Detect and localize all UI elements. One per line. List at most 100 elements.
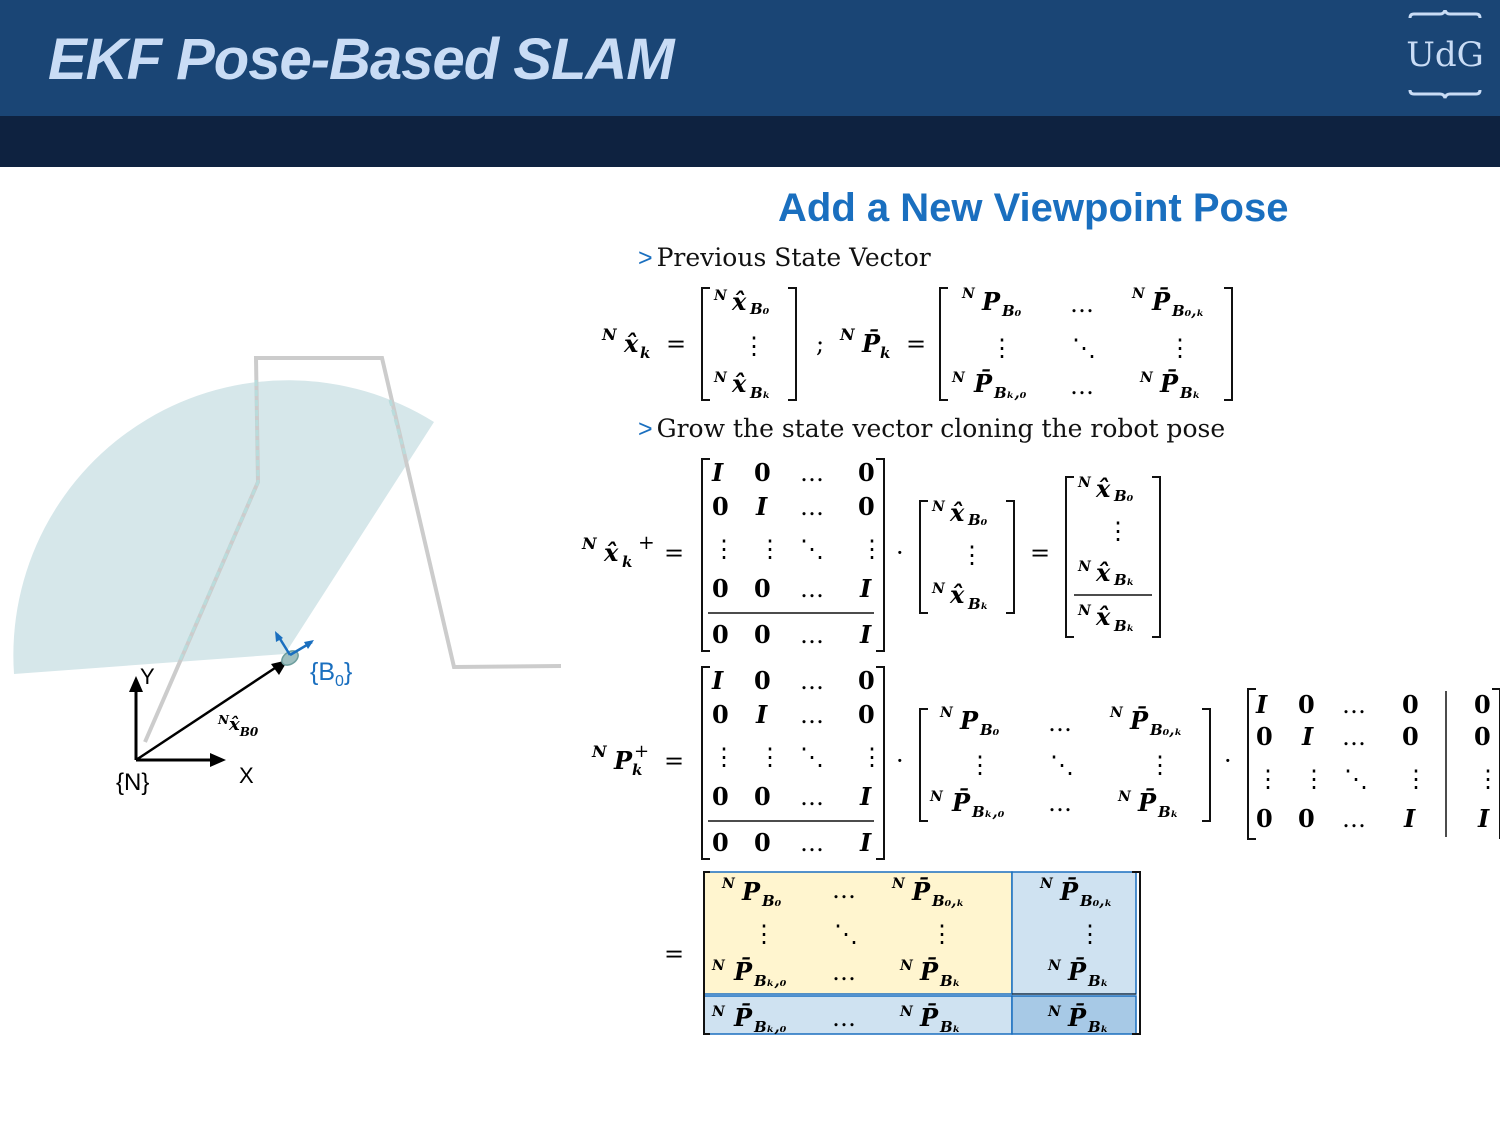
svg-text:N: N: [1047, 1004, 1062, 1020]
svg-text:N: N: [931, 499, 946, 515]
frame-n-label: {N}: [116, 769, 149, 796]
bullet-marker: >: [638, 244, 653, 272]
svg-text:N: N: [1117, 789, 1132, 805]
svg-text:N: N: [711, 1004, 726, 1020]
svg-text:x̂: x̂: [603, 538, 619, 567]
svg-text:P̄: P̄: [1129, 706, 1149, 735]
svg-text:⋮: ⋮: [758, 535, 782, 563]
svg-text:B₀,ₖ: B₀,ₖ: [1171, 302, 1204, 320]
svg-text:Bₖ: Bₖ: [1113, 571, 1135, 589]
svg-text:N: N: [951, 370, 966, 386]
svg-text:0: 0: [1474, 690, 1491, 719]
svg-text:·: ·: [1224, 747, 1232, 775]
svg-text:⋮: ⋮: [752, 920, 776, 948]
svg-text:⋮: ⋮: [1106, 517, 1130, 545]
svg-text:I: I: [1301, 722, 1314, 751]
svg-text:Bₖ,₀: Bₖ,₀: [971, 803, 1005, 821]
svg-text:P̄: P̄: [919, 957, 939, 986]
svg-text:P̄: P̄: [1151, 287, 1171, 316]
svg-text:B₀: B₀: [749, 300, 770, 318]
svg-text:P̄: P̄: [1137, 788, 1157, 817]
svg-text:Bₖ: Bₖ: [1157, 803, 1179, 821]
svg-text:P̄: P̄: [1067, 1003, 1087, 1032]
svg-text:⋮: ⋮: [860, 743, 884, 771]
svg-text:N: N: [713, 370, 728, 386]
bullet-previous-state: > Previous State Vector: [638, 243, 931, 273]
svg-text:Bₖ: Bₖ: [939, 1018, 961, 1036]
svg-text:I: I: [859, 574, 872, 603]
svg-text:⋮: ⋮: [1302, 765, 1326, 793]
svg-text:B₀: B₀: [1001, 302, 1022, 320]
svg-text:⋱: ⋱: [1072, 334, 1096, 362]
svg-text:N: N: [1139, 370, 1154, 386]
svg-text:=: =: [664, 940, 684, 968]
axis-y-label: Y: [140, 664, 155, 689]
svg-text:0: 0: [712, 782, 729, 811]
svg-text:Bₖ: Bₖ: [1087, 972, 1109, 990]
svg-text:0: 0: [1402, 690, 1419, 719]
svg-text:Bₖ: Bₖ: [749, 384, 771, 402]
svg-text:0: 0: [1298, 690, 1315, 719]
svg-text:I: I: [755, 700, 768, 729]
svg-text:0: 0: [1474, 722, 1491, 751]
svg-text:·: ·: [896, 747, 904, 775]
svg-text:⋮: ⋮: [1404, 765, 1428, 793]
svg-text:P: P: [613, 746, 633, 775]
svg-text:⋮: ⋮: [758, 743, 782, 771]
axis-x-label: X: [239, 763, 254, 788]
svg-text:0: 0: [858, 700, 875, 729]
svg-text:N: N: [591, 742, 608, 761]
block-new-pose-covariance: [1011, 995, 1137, 1035]
svg-text:Bₖ: Bₖ: [1087, 1018, 1109, 1036]
header-bar: [0, 0, 1500, 116]
svg-text:P: P: [959, 706, 979, 735]
svg-text:…: …: [800, 667, 824, 695]
svg-text:…: …: [832, 958, 856, 986]
svg-text:k: k: [632, 761, 642, 779]
svg-text:0: 0: [754, 574, 771, 603]
svg-text:B₀,ₖ: B₀,ₖ: [1079, 892, 1112, 910]
logo-text: UdG: [1406, 35, 1484, 75]
svg-text:0: 0: [1298, 804, 1315, 833]
svg-text:B₀: B₀: [967, 511, 988, 529]
svg-text:…: …: [1070, 290, 1094, 318]
udg-logo: UdG: [1406, 10, 1484, 99]
svg-text:Bₖ: Bₖ: [939, 972, 961, 990]
svg-text:Bₖ: Bₖ: [1179, 384, 1201, 402]
svg-text:0: 0: [754, 620, 771, 649]
svg-text:N: N: [1047, 958, 1062, 974]
wall-outline: [143, 356, 562, 743]
svg-text:x̂: x̂: [731, 287, 747, 316]
svg-text:0: 0: [712, 700, 729, 729]
section-subtitle: Add a New Viewpoint Pose: [778, 186, 1289, 230]
svg-text:Bₖ,₀: Bₖ,₀: [753, 972, 787, 990]
equation-block-covariance: = N P B₀ … N P̄ B₀,ₖ N P̄ B₀,ₖ ⋮ ⋱ ⋮ ⋮ N P̄ Bₖ,₀…: [664, 871, 1141, 1036]
svg-text:k: k: [880, 344, 890, 362]
svg-text:…: …: [832, 1004, 856, 1032]
svg-text:P̄: P̄: [733, 1003, 753, 1032]
svg-text:0: 0: [858, 666, 875, 695]
svg-text:Bₖ: Bₖ: [967, 595, 989, 613]
svg-text:…: …: [800, 829, 824, 857]
pose-diagram: Y X {N} {B0} Nx̂B0: [13, 356, 562, 796]
header-band: [0, 116, 1500, 167]
bullet-text: Previous State Vector: [656, 243, 931, 272]
svg-text:⋮: ⋮: [860, 535, 884, 563]
svg-text:P: P: [741, 877, 761, 906]
svg-text:⋱: ⋱: [1050, 751, 1074, 779]
svg-text:I: I: [711, 666, 724, 695]
svg-text:0: 0: [712, 828, 729, 857]
pose-vector: [135, 664, 279, 762]
svg-text:·: ·: [896, 539, 904, 567]
svg-text:P̄: P̄: [1159, 369, 1179, 398]
svg-text:B₀,ₖ: B₀,ₖ: [1149, 721, 1182, 739]
slide-title: EKF Pose-Based SLAM: [48, 27, 675, 92]
svg-text:P: P: [981, 287, 1001, 316]
block-old-covariance: [703, 871, 1013, 995]
frame-b0-label: {B0}: [310, 658, 352, 690]
svg-text:I: I: [859, 782, 872, 811]
svg-text:⋮: ⋮: [968, 751, 992, 779]
svg-text:B₀: B₀: [1113, 487, 1134, 505]
robot-b0-icon: [275, 631, 314, 666]
